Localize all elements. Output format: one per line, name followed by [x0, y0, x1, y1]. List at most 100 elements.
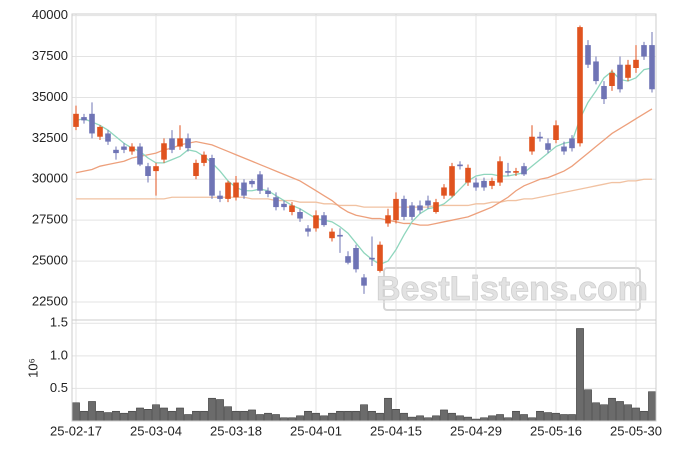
volume-bar — [352, 410, 360, 422]
volume-axis-label: 10⁶ — [25, 358, 40, 378]
volume-bar — [232, 410, 240, 422]
candle-body — [609, 72, 615, 86]
volume-bar — [208, 397, 216, 422]
volume-bar — [432, 415, 440, 422]
watermark: BestListens.com — [376, 270, 648, 308]
candle-body — [601, 86, 607, 100]
volume-bar — [512, 410, 520, 422]
candle-body — [233, 182, 239, 198]
y-tick-label: 40000 — [32, 7, 68, 22]
candle-body — [161, 143, 167, 160]
volume-bar — [560, 414, 568, 422]
candle-body — [153, 166, 159, 172]
volume-bar — [384, 397, 392, 422]
x-tick-label: 25-04-29 — [450, 423, 502, 438]
volume-bar — [72, 402, 80, 422]
candle-body — [417, 205, 423, 211]
x-tick-label: 25-03-04 — [130, 423, 182, 438]
candle-body — [105, 133, 111, 142]
candle-body — [121, 146, 127, 150]
x-tick-label: 25-03-18 — [210, 423, 262, 438]
volume-bar — [96, 410, 104, 422]
x-tick-label: 25-04-15 — [370, 423, 422, 438]
candle-body — [633, 59, 639, 68]
volume-bar — [408, 416, 416, 422]
y-tick-label: 25000 — [32, 253, 68, 268]
volume-bar — [184, 414, 192, 422]
volume-bar — [336, 410, 344, 422]
x-tick-label: 25-05-16 — [530, 423, 582, 438]
y-tick-label: 1.5 — [50, 315, 68, 330]
candle-body — [641, 45, 647, 57]
candle-body — [361, 277, 367, 286]
volume-bar — [248, 409, 256, 422]
volume-bar — [568, 414, 576, 422]
candle-body — [209, 158, 215, 196]
candle-body — [625, 64, 631, 78]
candle-body — [201, 154, 207, 163]
x-tick-label: 25-04-01 — [290, 423, 342, 438]
candle-body — [489, 180, 495, 186]
volume-bar — [576, 328, 584, 422]
volume-bar — [520, 414, 528, 422]
candle-body — [137, 146, 143, 165]
volume-bar — [640, 410, 648, 422]
candle-body — [129, 146, 135, 152]
ma-line — [76, 178, 652, 208]
volume-bar — [584, 389, 592, 422]
y-tick-label: 32500 — [32, 130, 68, 145]
candle-body — [313, 215, 319, 229]
volume-bar — [176, 407, 184, 422]
candle-body — [321, 215, 327, 226]
candle-body — [257, 174, 263, 191]
volume-bar — [496, 414, 504, 422]
candle-body — [393, 198, 399, 221]
ma-line — [75, 67, 653, 266]
candle-body — [441, 187, 447, 196]
volume-bar — [448, 412, 456, 422]
volume-bar — [392, 409, 400, 422]
candle-body — [577, 27, 583, 144]
candle-body — [81, 117, 87, 121]
volume-bar — [312, 412, 320, 422]
candle-body — [385, 215, 391, 224]
candle-body — [73, 113, 79, 127]
volume-bar — [104, 412, 112, 422]
watermark-box — [383, 267, 641, 311]
volume-bar — [400, 412, 408, 422]
candle-body — [377, 244, 383, 271]
volume-bar — [616, 401, 624, 422]
volume-bar — [192, 410, 200, 422]
candle-body — [473, 182, 479, 188]
y-tick-label: 0.5 — [50, 380, 68, 395]
y-tick-label: 37500 — [32, 48, 68, 63]
candle-body — [433, 202, 439, 212]
y-tick-label: 1.0 — [50, 347, 68, 362]
candle-body — [297, 212, 303, 219]
candle-body — [537, 136, 543, 139]
volume-bar — [320, 415, 328, 422]
volume-bar — [328, 412, 336, 422]
candle-body — [529, 136, 535, 152]
y-tick-label: 35000 — [32, 89, 68, 104]
candle-body — [521, 166, 527, 175]
candle-body — [89, 113, 95, 134]
volume-bar — [552, 412, 560, 422]
candle-body — [97, 126, 103, 137]
candle-body — [505, 171, 511, 173]
volume-bar — [648, 391, 656, 422]
volume-bar — [88, 401, 96, 422]
volume-bar — [608, 397, 616, 422]
candle-body — [329, 231, 335, 239]
candle-body — [265, 190, 271, 194]
candle-body — [425, 200, 431, 206]
y-tick-label: 22500 — [32, 293, 68, 308]
candle-body — [585, 45, 591, 65]
candle-body — [273, 197, 279, 208]
volume-bar — [600, 404, 608, 422]
candle-body — [113, 149, 119, 154]
volume-bar — [624, 404, 632, 422]
volume-bar — [368, 410, 376, 422]
candle-body — [345, 256, 351, 263]
candle-body — [649, 45, 655, 90]
